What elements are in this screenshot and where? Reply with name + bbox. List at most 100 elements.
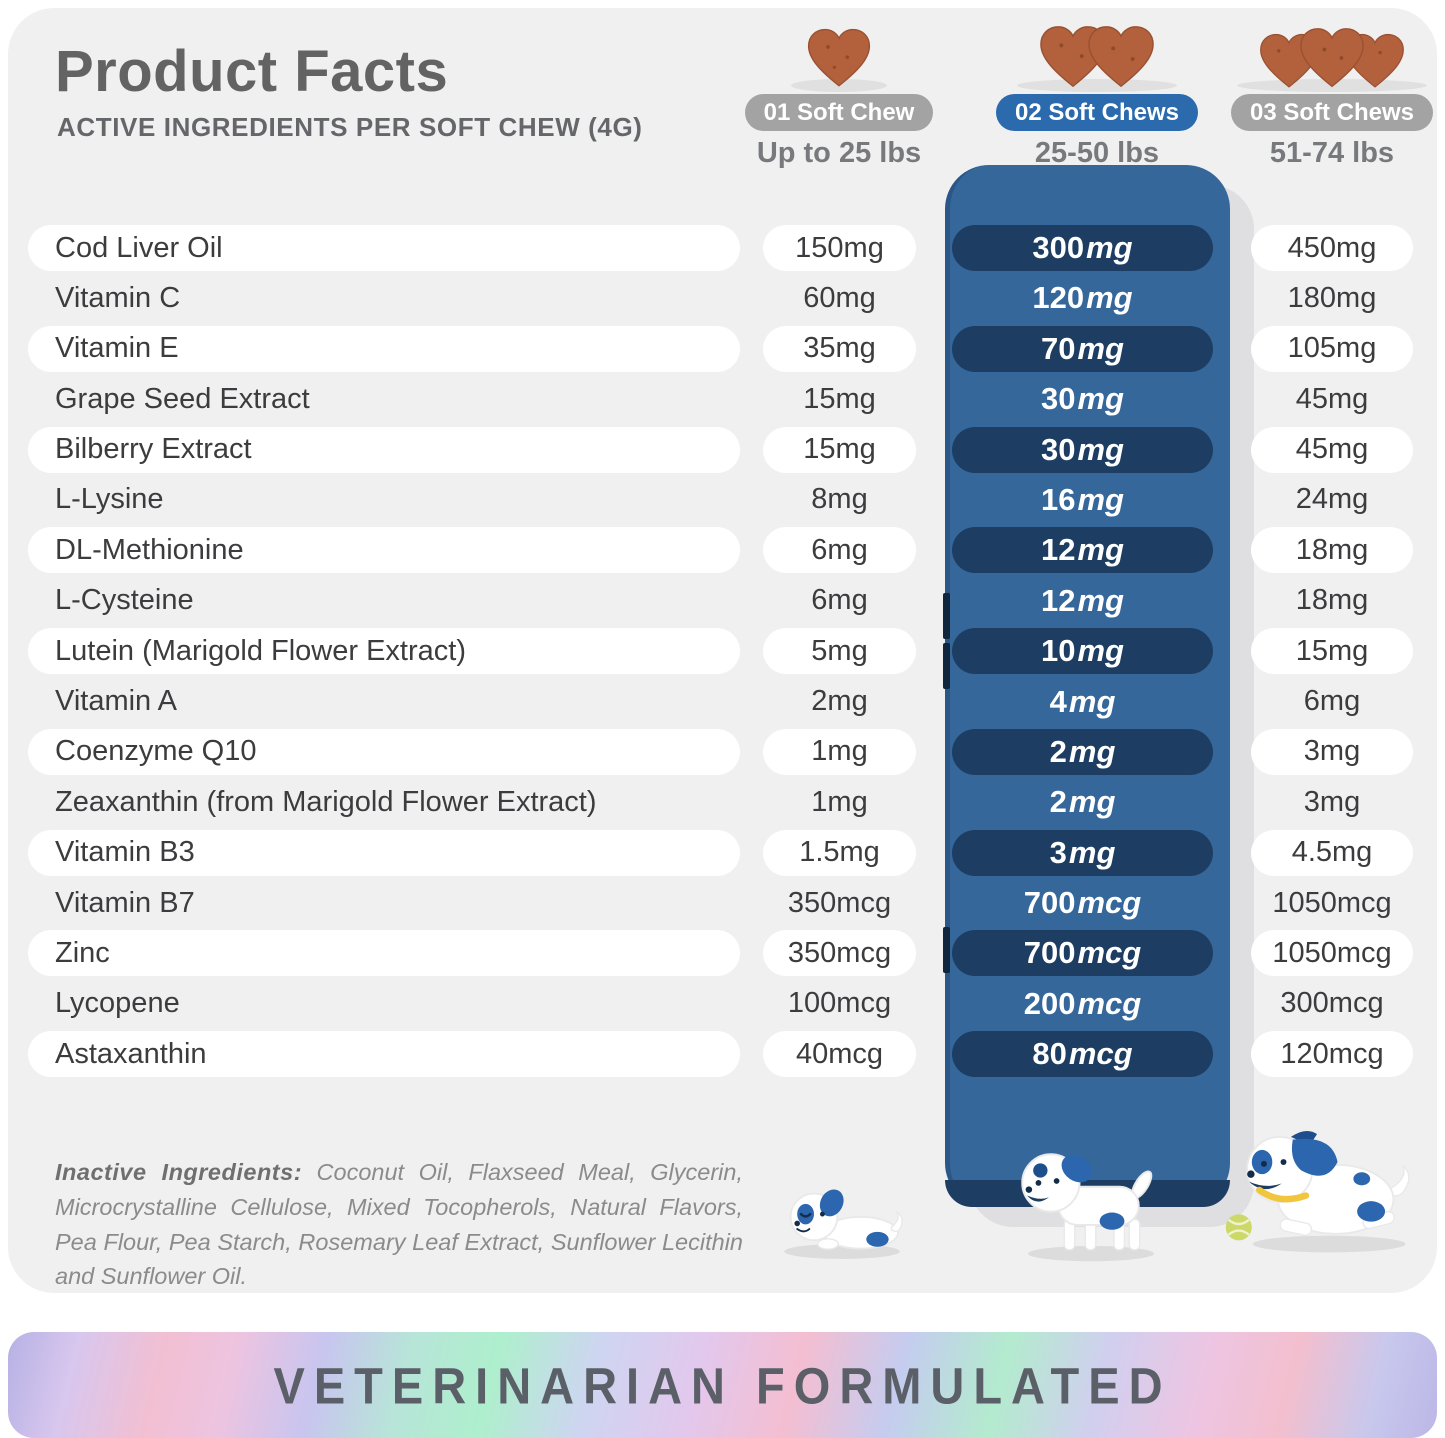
dose-weight-3: 51-74 lbs <box>1269 137 1395 169</box>
panel-edge-notch <box>943 927 950 973</box>
ingredient-name: Astaxanthin <box>28 1031 740 1078</box>
dose-2-amount: 700 <box>1023 935 1076 971</box>
dose-3-value: 3mg <box>1251 728 1413 775</box>
ingredient-name: DL-Methionine <box>28 527 740 574</box>
chew-count-1 <box>791 14 887 92</box>
ingredient-row: L-Lysine 8mg 16 mg 24mg <box>0 475 1445 525</box>
dose-weight-1: Up to 25 lbs <box>756 137 922 169</box>
dose-pill-2: 02 Soft Chews <box>995 94 1199 131</box>
dose-2-value: 200 mcg <box>952 981 1213 1027</box>
heart-chew-icon <box>1088 26 1154 88</box>
dose-1-value: 35mg <box>763 325 916 372</box>
dose-1-value: 350mcg <box>763 930 916 977</box>
ingredient-name: Coenzyme Q10 <box>28 728 740 775</box>
dose-2-amount: 12 <box>1041 532 1076 568</box>
dose-2-amount: 3 <box>1049 834 1067 870</box>
dose-2-unit: mg <box>1068 733 1116 769</box>
dose-2-amount: 30 <box>1041 381 1076 417</box>
banner-text: VETERINARIAN FORMULATED <box>273 1356 1172 1414</box>
dose-2-value: 700 mcg <box>952 880 1213 926</box>
panel-edge-notch <box>943 593 950 639</box>
dose-2-value: 2 mg <box>952 728 1213 775</box>
dose-weight-2: 25-50 lbs <box>1034 137 1160 169</box>
dose-2-unit: mcg <box>1077 935 1142 971</box>
ingredient-name: L-Cysteine <box>55 584 194 617</box>
dose-3-value: 4.5mg <box>1251 829 1413 876</box>
ingredient-row: L-Cysteine 6mg 12 mg 18mg <box>0 576 1445 626</box>
dose-2-amount: 2 <box>1049 784 1067 820</box>
ingredient-name: Vitamin C <box>55 281 181 314</box>
dose-2-value: 12 mg <box>952 578 1213 624</box>
dose-2-unit: mg <box>1086 230 1133 265</box>
dose-2-amount: 300 <box>1032 230 1085 265</box>
dose-2-value: 30 mg <box>952 426 1213 473</box>
dose-3-value: 180mg <box>1287 281 1377 314</box>
dose-2-value: 3 mg <box>952 829 1213 876</box>
ingredient-name: Lutein (Marigold Flower Extract) <box>28 628 740 675</box>
dose-1-value: 40mcg <box>763 1031 916 1078</box>
dose-column-2: 02 Soft Chews 25-50 lbs <box>985 14 1209 170</box>
chew-count-2 <box>1017 14 1177 92</box>
ingredient-name: Vitamin B3 <box>28 829 740 876</box>
dose-2-unit: mcg <box>1077 885 1142 921</box>
heart-chew-icon <box>807 28 871 87</box>
ingredient-name: Zinc <box>28 930 740 977</box>
dose-2-amount: 2 <box>1049 733 1067 769</box>
dose-2-amount: 120 <box>1032 280 1085 316</box>
heart-chew-icon <box>1300 28 1364 88</box>
ingredient-name: Cod Liver Oil <box>28 225 740 271</box>
dose-2-amount: 30 <box>1041 431 1076 467</box>
dose-2-value: 120 mg <box>952 275 1213 321</box>
dose-1-value: 150mg <box>763 225 916 271</box>
dose-2-unit: mg <box>1077 633 1124 669</box>
dose-2-value: 300 mg <box>952 225 1213 271</box>
dose-3-value: 300mcg <box>1280 987 1384 1020</box>
dose-3-value: 6mg <box>1303 685 1361 718</box>
dose-2-value: 30 mg <box>952 376 1213 422</box>
dose-2-amount: 70 <box>1041 330 1076 366</box>
page-title: Product Facts <box>55 39 449 104</box>
dose-column-3: 03 Soft Chews 51-74 lbs <box>1230 14 1434 170</box>
dose-pill-1: 01 Soft Chew <box>744 94 934 131</box>
dose-3-value: 18mg <box>1251 527 1413 574</box>
dose-2-unit: mg <box>1077 481 1124 517</box>
ingredient-row: Vitamin A 2mg 4 mg 6mg <box>0 677 1445 727</box>
dose-2-value: 10 mg <box>952 628 1213 675</box>
dose-1-value: 6mg <box>763 527 916 574</box>
dose-1-value: 1mg <box>763 728 916 775</box>
dose-3-value: 45mg <box>1295 382 1369 415</box>
ingredient-row: Vitamin B7 350mcg 700 mcg 1050mcg <box>0 878 1445 928</box>
tennis-ball-icon <box>1225 1214 1252 1241</box>
chew-shadow <box>1017 79 1177 92</box>
dose-1-value: 60mg <box>803 281 876 314</box>
inactive-ingredients: Inactive Ingredients: Coconut Oil, Flaxs… <box>55 1155 743 1294</box>
dose-2-value: 70 mg <box>952 325 1213 372</box>
ingredient-row: Vitamin B3 1.5mg 3 mg 4.5mg <box>0 828 1445 878</box>
ingredient-name: L-Lysine <box>55 483 164 516</box>
dog-large-icon <box>1225 1130 1410 1253</box>
dose-1-value: 15mg <box>803 382 876 415</box>
dog-medium-icon <box>1021 1153 1155 1262</box>
dose-2-amount: 16 <box>1041 481 1076 517</box>
ingredient-name: Grape Seed Extract <box>55 382 310 415</box>
ingredient-row: Zinc 350mcg 700 mcg 1050mcg <box>0 928 1445 978</box>
dose-1-value: 350mcg <box>787 886 892 919</box>
dose-2-value: 80 mcg <box>952 1031 1213 1078</box>
dose-1-value: 8mg <box>811 483 868 516</box>
ingredient-name: Lycopene <box>55 987 180 1020</box>
dose-2-amount: 700 <box>1023 885 1076 921</box>
dose-2-value: 12 mg <box>952 527 1213 574</box>
dose-2-unit: mg <box>1077 330 1124 366</box>
dose-1-value: 5mg <box>763 628 916 675</box>
dose-2-value: 4 mg <box>952 679 1213 725</box>
dose-2-unit: mg <box>1077 381 1124 417</box>
dose-2-unit: mg <box>1086 280 1133 316</box>
ingredient-row: Grape Seed Extract 15mg 30 mg 45mg <box>0 374 1445 424</box>
dose-2-unit: mcg <box>1068 1036 1133 1072</box>
dose-1-value: 15mg <box>763 426 916 473</box>
dose-3-value: 15mg <box>1251 628 1413 675</box>
panel-edge-notch <box>943 643 950 689</box>
dose-column-1: 01 Soft Chew Up to 25 lbs <box>744 14 934 170</box>
ingredient-row: Lycopene 100mcg 200 mcg 300mcg <box>0 979 1445 1029</box>
chew-count-3 <box>1237 14 1427 92</box>
